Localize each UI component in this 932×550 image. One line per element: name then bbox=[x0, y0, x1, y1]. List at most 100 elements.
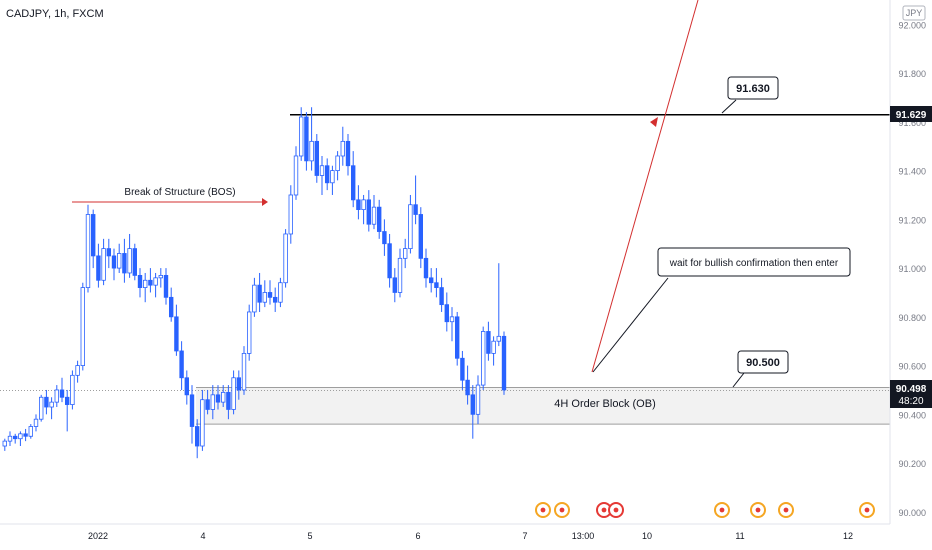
time-axis[interactable]: 2022 4 5 6 7 13:00 10 11 12 bbox=[88, 531, 853, 541]
candle[interactable] bbox=[215, 394, 221, 403]
candle[interactable] bbox=[39, 396, 44, 420]
candle[interactable] bbox=[194, 426, 200, 447]
candle[interactable] bbox=[480, 331, 486, 386]
candle[interactable] bbox=[361, 199, 366, 211]
candle[interactable] bbox=[454, 316, 460, 359]
candle[interactable] bbox=[444, 304, 449, 323]
symbol-title[interactable]: CADJPY, 1h, FXCM bbox=[6, 8, 104, 20]
candle[interactable] bbox=[491, 340, 496, 354]
candle[interactable] bbox=[142, 279, 148, 288]
candle[interactable] bbox=[397, 257, 403, 293]
candle[interactable] bbox=[23, 433, 28, 437]
candle[interactable] bbox=[179, 350, 184, 379]
candle[interactable] bbox=[350, 165, 356, 201]
candle[interactable] bbox=[80, 287, 85, 366]
candle[interactable] bbox=[54, 389, 59, 403]
candle[interactable] bbox=[434, 282, 439, 288]
candle[interactable] bbox=[189, 394, 195, 427]
candle[interactable] bbox=[475, 384, 481, 415]
candle[interactable] bbox=[345, 140, 351, 167]
currency-badge[interactable] bbox=[902, 5, 926, 21]
candle[interactable] bbox=[168, 296, 174, 318]
candle[interactable] bbox=[158, 275, 163, 279]
candle[interactable] bbox=[496, 335, 501, 342]
candle[interactable] bbox=[340, 140, 345, 157]
candle[interactable] bbox=[402, 248, 408, 259]
candle[interactable] bbox=[137, 275, 143, 288]
low-callout-box[interactable] bbox=[737, 350, 789, 374]
candle[interactable] bbox=[117, 253, 122, 269]
candle[interactable] bbox=[65, 396, 70, 405]
candle[interactable] bbox=[356, 199, 361, 211]
price-axis[interactable]: 90.000 90.200 90.400 90.600 90.800 91.000 91.2… bbox=[898, 20, 926, 517]
candle[interactable] bbox=[278, 282, 283, 303]
candle[interactable] bbox=[272, 296, 278, 303]
candle[interactable] bbox=[330, 170, 335, 184]
candle[interactable] bbox=[267, 292, 273, 298]
candle[interactable] bbox=[382, 231, 387, 245]
high-callout-box[interactable] bbox=[727, 76, 779, 100]
candle[interactable] bbox=[174, 316, 179, 352]
candle[interactable] bbox=[288, 194, 293, 235]
candle[interactable] bbox=[33, 418, 39, 427]
candle[interactable] bbox=[460, 357, 465, 381]
candle[interactable] bbox=[236, 377, 241, 391]
candle[interactable] bbox=[470, 394, 475, 415]
candle[interactable] bbox=[298, 116, 304, 157]
candle[interactable] bbox=[163, 275, 169, 298]
candle[interactable] bbox=[335, 155, 340, 172]
candle[interactable] bbox=[501, 335, 507, 391]
candle[interactable] bbox=[132, 248, 137, 276]
candle[interactable] bbox=[75, 365, 80, 376]
candle[interactable] bbox=[376, 206, 382, 232]
candle[interactable] bbox=[392, 277, 397, 293]
candle[interactable] bbox=[2, 440, 7, 447]
projection-arrow-line[interactable] bbox=[591, 0, 699, 373]
candle[interactable] bbox=[366, 199, 371, 225]
candle[interactable] bbox=[486, 331, 491, 354]
candle[interactable] bbox=[7, 435, 13, 442]
candle[interactable] bbox=[148, 279, 153, 286]
candle[interactable] bbox=[184, 377, 189, 396]
candle[interactable] bbox=[428, 277, 434, 284]
candle[interactable] bbox=[324, 165, 330, 184]
candle[interactable] bbox=[12, 435, 18, 440]
candle[interactable] bbox=[91, 214, 96, 257]
candle[interactable] bbox=[44, 396, 49, 408]
candle[interactable] bbox=[314, 140, 319, 176]
candle[interactable] bbox=[257, 284, 262, 303]
candle[interactable] bbox=[304, 116, 309, 162]
candle[interactable] bbox=[439, 287, 444, 306]
candle[interactable] bbox=[449, 316, 455, 323]
candle[interactable] bbox=[200, 399, 205, 447]
candle[interactable] bbox=[153, 277, 158, 286]
candle[interactable] bbox=[96, 255, 101, 281]
candle[interactable] bbox=[231, 377, 236, 410]
candle[interactable] bbox=[319, 165, 325, 176]
candle[interactable] bbox=[387, 243, 392, 279]
candle[interactable] bbox=[423, 257, 429, 279]
candle[interactable] bbox=[49, 401, 54, 408]
candle[interactable] bbox=[371, 206, 377, 225]
candle[interactable] bbox=[283, 233, 288, 284]
candle[interactable] bbox=[418, 214, 423, 259]
candle[interactable] bbox=[220, 391, 226, 403]
wait-callout-box[interactable] bbox=[657, 247, 851, 277]
candle[interactable] bbox=[28, 426, 33, 437]
candle[interactable] bbox=[106, 248, 111, 257]
candle[interactable] bbox=[465, 379, 470, 396]
candle[interactable] bbox=[309, 140, 314, 162]
candle[interactable] bbox=[205, 399, 210, 410]
candle[interactable] bbox=[226, 391, 231, 410]
candle[interactable] bbox=[70, 374, 75, 405]
candle[interactable] bbox=[246, 311, 252, 354]
candle[interactable] bbox=[101, 248, 106, 281]
candle[interactable] bbox=[122, 253, 127, 274]
candle[interactable] bbox=[262, 292, 267, 303]
candle[interactable] bbox=[252, 284, 257, 313]
candle[interactable] bbox=[111, 255, 117, 269]
candle[interactable] bbox=[241, 352, 247, 391]
candle[interactable] bbox=[413, 204, 418, 215]
candle[interactable] bbox=[408, 204, 413, 249]
